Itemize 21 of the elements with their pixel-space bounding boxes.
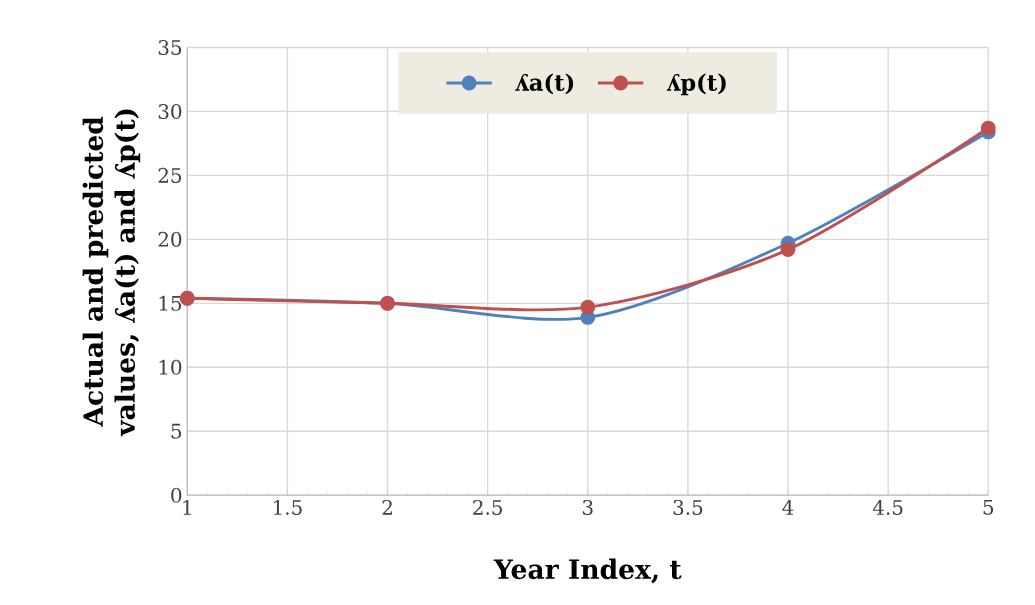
y-tick-label: 5: [171, 423, 182, 439]
legend-label: ʎa(t): [515, 73, 574, 95]
y-tick-label: 20: [158, 231, 182, 247]
y-tick-label: 10: [159, 359, 182, 375]
x-tick-label: 1: [183, 499, 191, 515]
y-tick-label: 35: [158, 39, 182, 56]
legend-label: ʎp(t): [666, 73, 726, 96]
x-tick-label: 4.5: [872, 499, 903, 515]
y-axis-title: Actual and predicted values, ʎa(t) and ʎp(t): [82, 109, 141, 437]
y-tick-label: 0: [171, 487, 182, 503]
y-tick-label: 30: [158, 103, 182, 119]
x-tick-label: 2: [382, 499, 392, 515]
y-tick-label: 15: [159, 295, 182, 311]
x-tick-label: 2.5: [473, 499, 502, 515]
x-tick-label: 4: [782, 499, 794, 515]
y-tick-label: 25: [158, 167, 182, 183]
x-tick-label: 5: [983, 499, 994, 515]
x-axis-title: Year Index, t: [493, 558, 682, 584]
x-tick-label: 3.5: [673, 499, 703, 515]
x-tick-label: 3: [582, 499, 593, 515]
x-tick-label: 1.5: [274, 499, 302, 515]
